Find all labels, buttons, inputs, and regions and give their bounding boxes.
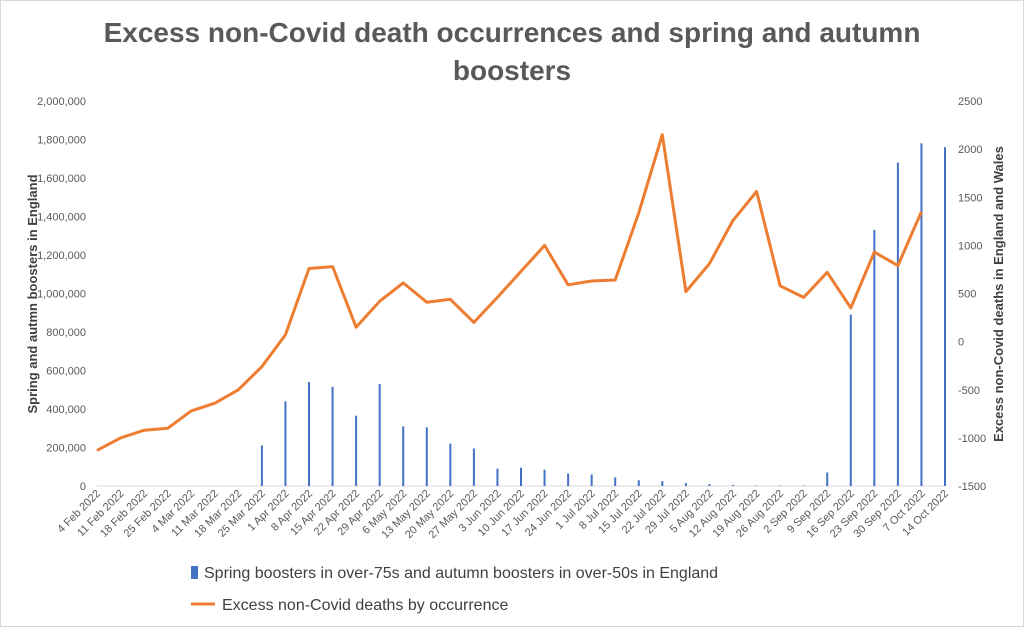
y-axis-left-label: Spring and autmn boosters in England — [25, 174, 40, 413]
plot-area: 0 200,000 400,000 600,000 800,000 1,000,000 1,… — [37, 96, 986, 541]
bar — [567, 473, 570, 486]
y-right-tick-label: 500 — [958, 289, 976, 301]
bar — [590, 474, 593, 486]
y-right-tick-label: 0 — [958, 337, 964, 349]
legend-bar-swatch — [191, 566, 198, 579]
bar — [849, 314, 852, 486]
bar — [355, 415, 358, 486]
bar — [472, 448, 475, 486]
bar — [308, 382, 310, 486]
y-right-tick-label: -500 — [958, 385, 980, 397]
y-left-tick-label: 1,000,000 — [37, 289, 86, 301]
bar — [637, 480, 640, 486]
y-left-tick-label: 1,200,000 — [37, 250, 86, 262]
y-right-tick-label: 2500 — [958, 96, 982, 108]
bar — [614, 477, 617, 486]
y-left-tick-label: 200,000 — [46, 443, 86, 455]
bar — [802, 485, 805, 486]
y-axis-right-label: Excess non-Covid deaths in England and W… — [991, 146, 1006, 442]
bar — [402, 426, 405, 486]
bar — [260, 445, 263, 486]
y-right-tick-label: -1000 — [958, 433, 986, 445]
y-right-tick-label: 1500 — [958, 192, 982, 204]
bar — [873, 229, 876, 486]
bar — [284, 401, 287, 486]
legend-bar-label: Spring boosters in over-75s and autumn b… — [204, 565, 718, 582]
y-left-tick-label: 1,400,000 — [37, 212, 86, 224]
bar — [425, 427, 428, 486]
bar — [944, 147, 946, 486]
bar — [755, 485, 758, 486]
line-series — [96, 133, 923, 452]
chart-title-line1: Excess non-Covid death occurrences and s… — [104, 17, 921, 48]
bar — [378, 383, 381, 486]
bar — [331, 386, 334, 486]
chart-title-line2: boosters — [453, 55, 571, 86]
y-left-tick-label: 800,000 — [46, 327, 86, 339]
bar — [826, 472, 829, 486]
bar — [896, 162, 899, 486]
bar — [543, 469, 546, 486]
bar — [496, 468, 499, 486]
bar — [449, 443, 452, 486]
legend-line-label: Excess non-Covid deaths by occurrence — [222, 597, 508, 614]
bar — [661, 481, 664, 486]
bar — [684, 483, 687, 486]
bar — [708, 484, 711, 486]
bar — [520, 467, 522, 486]
y-right-tick-label: -1500 — [958, 481, 986, 493]
y-left-tick-label: 400,000 — [46, 404, 86, 416]
y-right-tick-label: 1000 — [958, 240, 982, 252]
y-left-tick-label: 1,600,000 — [37, 173, 86, 185]
y-left-tick-label: 1,800,000 — [37, 135, 86, 147]
bar — [732, 485, 734, 486]
y-left-tick-label: 600,000 — [46, 366, 86, 378]
y-right-tick-label: 2000 — [958, 144, 982, 156]
y-left-tick-label: 0 — [80, 481, 86, 493]
bar — [920, 143, 923, 486]
y-left-tick-label: 2,000,000 — [37, 96, 86, 108]
